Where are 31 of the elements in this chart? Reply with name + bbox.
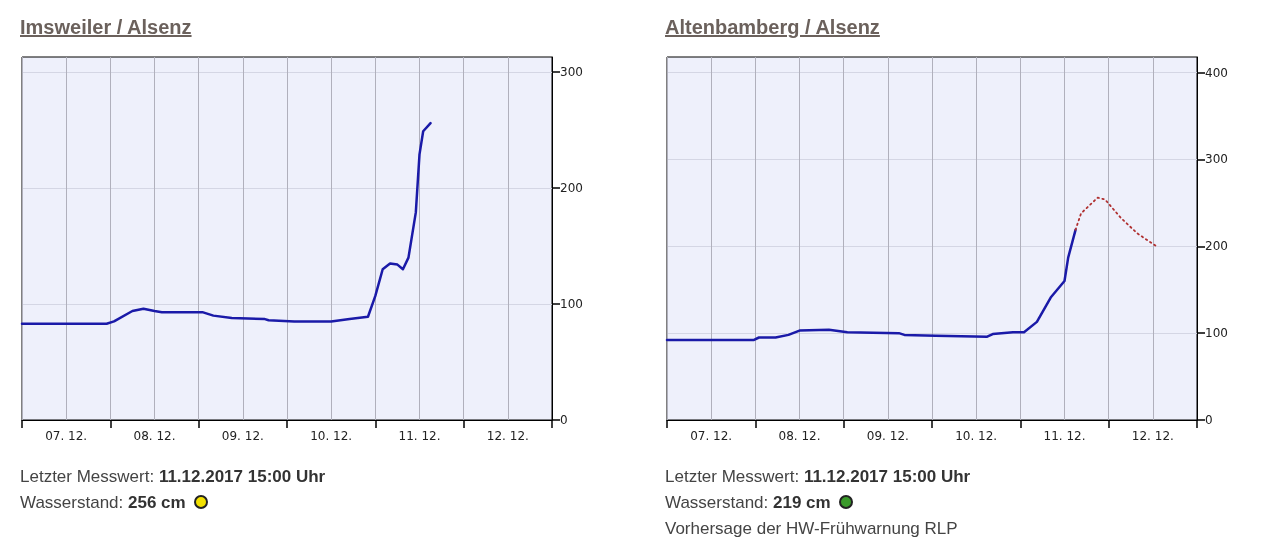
x-tick-label: 11. 12.: [398, 429, 441, 443]
chart-title: Imsweiler / Alsenz: [20, 16, 192, 39]
y-tick-label: 100: [560, 297, 583, 312]
x-tick-label: 12. 12.: [486, 429, 529, 443]
text: Letzter Messwert: 11.12.2017 15:00 Uhr: [20, 466, 326, 488]
x-tick-label: 08. 12.: [133, 429, 176, 443]
y-tick-label: 400: [1205, 65, 1228, 80]
x-tick-label: 11. 12.: [1043, 429, 1086, 443]
y-tick-label: 100: [1205, 326, 1228, 341]
x-tick-label: 10. 12.: [310, 429, 353, 443]
x-tick-label: 07. 12.: [45, 429, 88, 443]
chart-title: Altenbamberg / Alsenz: [665, 16, 880, 39]
x-tick-label: 12. 12.: [1131, 429, 1174, 443]
y-tick-label: 300: [560, 65, 583, 80]
x-tick-label: 07. 12.: [690, 429, 733, 443]
x-tick-label: 08. 12.: [778, 429, 821, 443]
x-tick-label: 09. 12.: [221, 429, 264, 443]
y-tick-label: 300: [1205, 152, 1228, 167]
line-series: [20, 121, 432, 325]
y-tick-label: 200: [560, 181, 583, 196]
text: Wasserstand: 256 cm: [20, 492, 187, 514]
y-tick-label: 0: [560, 413, 568, 427]
line-series: [665, 228, 1077, 342]
text: Wasserstand: 219 cm: [665, 492, 832, 514]
y-tick-label: 200: [1205, 239, 1228, 254]
y-tick-label: 0: [1205, 413, 1213, 427]
line-series: [1074, 196, 1158, 248]
text: Letzter Messwert: 11.12.2017 15:00 Uhr: [665, 466, 971, 488]
x-tick-label: 09. 12.: [866, 429, 909, 443]
x-tick-label: 10. 12.: [955, 429, 998, 443]
text: Vorhersage der HW-Frühwarnung RLP: [665, 518, 959, 540]
